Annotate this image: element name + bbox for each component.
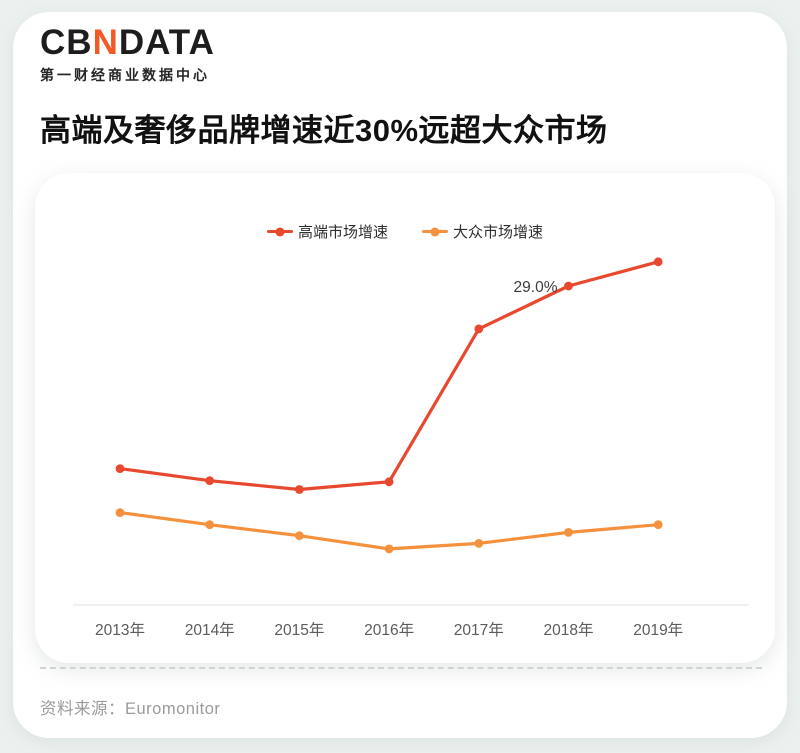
data-point (474, 539, 484, 548)
dashed-divider (40, 667, 762, 669)
chart-legend: 高端市场增速 大众市场增速 (35, 221, 775, 242)
legend-dot (430, 227, 440, 236)
data-label: 29.0% (514, 279, 558, 296)
legend-label: 高端市场增速 (297, 224, 388, 241)
source-note: 资料来源：Euromonitor (40, 700, 221, 718)
data-point (653, 520, 663, 530)
legend-label: 大众市场增速 (453, 224, 544, 241)
data-point (474, 324, 484, 334)
data-point (295, 531, 304, 541)
data-point (653, 257, 663, 267)
data-point (564, 528, 573, 537)
legend-line-marker (266, 227, 293, 236)
logo-part-cb: CB (40, 23, 93, 62)
legend-line-marker (422, 227, 448, 236)
data-point (295, 485, 304, 494)
line-chart: 2013年 2014年 2015年 2016年 2017年 2018年 2019年 29.0% (73, 257, 749, 639)
x-tick-label: 2013年 (95, 621, 145, 639)
data-point (564, 281, 573, 291)
cbndata-logo: CBNDATA 第一财经商业数据中心 (40, 23, 215, 85)
data-point (205, 520, 215, 530)
data-point (115, 508, 125, 517)
series-line-1 (118, 511, 660, 551)
logo-wordmark: CBNDATA (40, 23, 215, 62)
data-point (384, 477, 394, 487)
data-point (384, 544, 394, 554)
x-tick-label: 2015年 (274, 621, 324, 639)
logo-part-data: DATA (118, 23, 215, 62)
x-tick-label: 2018年 (544, 621, 594, 639)
x-tick-label: 2019年 (633, 621, 683, 639)
legend-item-0: 高端市场增速 (266, 221, 388, 242)
logo-part-n: N (92, 23, 119, 62)
x-tick-label: 2016年 (364, 621, 414, 639)
x-tick-label: 2014年 (185, 621, 235, 639)
logo-subtitle: 第一财经商业数据中心 (40, 66, 210, 83)
series-line-0 (118, 260, 660, 492)
x-tick-label: 2017年 (454, 621, 504, 639)
legend-item-1: 大众市场增速 (422, 221, 543, 242)
data-point (205, 476, 215, 486)
chart-title: 高端及奢侈品牌增速近30%远超大众市场 (40, 113, 608, 148)
chart-panel: 2013年 2014年 2015年 2016年 2017年 2018年 2019年 29.0%… (35, 173, 775, 663)
data-point (115, 464, 125, 473)
legend-dot (275, 227, 285, 236)
content-card: CBNDATA 第一财经商业数据中心 高端及奢侈品牌增速近30%远超大众市场 2… (13, 12, 787, 738)
